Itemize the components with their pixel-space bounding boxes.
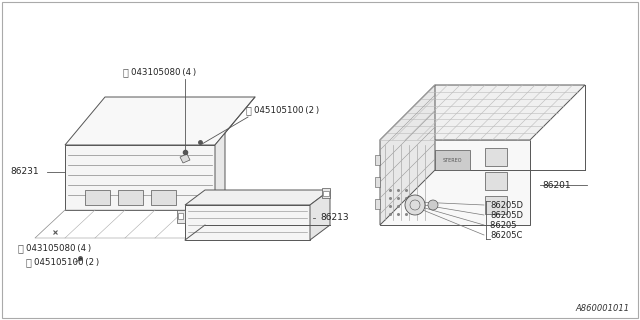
Text: 86201: 86201: [542, 180, 571, 189]
Polygon shape: [178, 213, 183, 219]
Polygon shape: [177, 210, 185, 223]
Text: STEREO: STEREO: [443, 157, 462, 163]
Polygon shape: [85, 190, 110, 205]
Polygon shape: [375, 155, 380, 165]
Polygon shape: [435, 150, 470, 170]
Text: A860001011: A860001011: [576, 304, 630, 313]
Text: 045105100 (2 ): 045105100 (2 ): [34, 258, 99, 267]
Polygon shape: [485, 148, 507, 166]
Polygon shape: [185, 190, 330, 205]
Polygon shape: [485, 172, 507, 190]
Polygon shape: [151, 190, 176, 205]
Polygon shape: [65, 145, 215, 210]
Polygon shape: [185, 205, 310, 240]
Polygon shape: [380, 140, 530, 225]
Text: 043105080 (4 ): 043105080 (4 ): [131, 68, 196, 76]
Polygon shape: [180, 154, 190, 163]
Polygon shape: [380, 85, 585, 140]
Text: 86231: 86231: [10, 167, 38, 177]
Text: 043105080 (4 ): 043105080 (4 ): [26, 244, 91, 252]
Polygon shape: [118, 190, 143, 205]
Text: 86205C: 86205C: [490, 230, 522, 239]
Text: 86205D: 86205D: [490, 201, 523, 210]
Polygon shape: [65, 97, 255, 145]
Polygon shape: [215, 133, 225, 210]
Text: 86205: 86205: [490, 220, 518, 229]
Text: Ⓢ: Ⓢ: [17, 243, 23, 253]
Polygon shape: [323, 191, 329, 196]
Circle shape: [428, 200, 438, 210]
Polygon shape: [375, 177, 380, 187]
Circle shape: [405, 195, 425, 215]
Polygon shape: [485, 196, 507, 214]
Text: Ⓢ: Ⓢ: [25, 257, 31, 267]
Polygon shape: [322, 188, 330, 198]
Polygon shape: [380, 85, 435, 225]
Text: Ⓢ: Ⓢ: [245, 105, 251, 115]
Polygon shape: [375, 199, 380, 209]
Text: 86205D: 86205D: [490, 211, 523, 220]
Text: 045105100 (2 ): 045105100 (2 ): [254, 106, 319, 115]
Text: 86213: 86213: [320, 213, 349, 222]
Text: Ⓢ: Ⓢ: [122, 67, 128, 77]
Polygon shape: [310, 190, 330, 240]
